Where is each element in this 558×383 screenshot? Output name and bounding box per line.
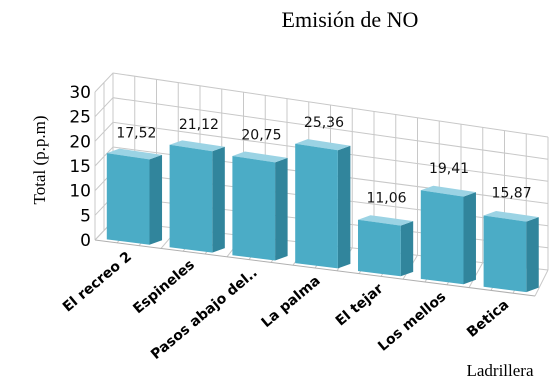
bar-side-face — [275, 157, 288, 261]
bar-front-face — [420, 190, 464, 285]
x-tick-label: El tejar — [333, 281, 387, 330]
bar-7 — [483, 210, 539, 293]
data-label: 17,52 — [116, 125, 156, 141]
bar-top-face — [420, 185, 476, 197]
bar-front-face — [295, 143, 338, 269]
x-axis-title: Ladrillera — [466, 361, 533, 380]
y-tick-label: 0 — [80, 231, 91, 251]
bar-top-face — [232, 151, 288, 163]
bar-5 — [358, 215, 414, 277]
data-label: 19,41 — [429, 161, 469, 177]
floor-front-edge — [94, 239, 536, 297]
chart-bars — [106, 139, 539, 293]
data-label: 25,36 — [304, 115, 344, 131]
data-label: 20,75 — [241, 128, 281, 144]
bar-front-face — [106, 153, 150, 245]
y-tick-label: 5 — [80, 206, 91, 226]
bar-side-face — [400, 221, 414, 277]
y-tick-label: 10 — [69, 182, 91, 202]
bar-side-face — [212, 146, 225, 253]
bar-top-face — [169, 140, 225, 152]
data-label: 11,06 — [366, 190, 406, 206]
data-label: 21,12 — [179, 117, 219, 133]
bar-front-face — [169, 144, 213, 253]
x-tick-label: Betica — [464, 297, 512, 341]
bar-top-face — [295, 139, 351, 151]
bar-front-face — [483, 215, 527, 293]
x-tick-label: Los mellos — [375, 289, 449, 355]
y-axis-title: Total (p.p.m) — [30, 116, 49, 205]
y-axis-ticks: 0 5 10 15 20 25 30 — [69, 83, 91, 251]
bar-side-face — [463, 192, 476, 285]
data-label: 15,87 — [492, 186, 532, 202]
bar-top-face — [106, 148, 163, 160]
y-tick-label: 25 — [69, 108, 91, 128]
y-tick-label: 15 — [69, 157, 91, 177]
bar-2 — [169, 140, 225, 253]
x-tick-label: La palma — [258, 273, 323, 331]
bar-3 — [232, 151, 288, 261]
floor-line — [534, 269, 549, 297]
x-tick-label: El recreo 2 — [60, 249, 135, 316]
x-tick-label: Espineles — [130, 257, 198, 317]
bar-6 — [420, 185, 476, 285]
y-tick-label: 30 — [69, 83, 91, 103]
data-labels: 17,52 21,12 20,75 25,36 11,06 19,41 15,87 — [116, 115, 531, 206]
bar-top-face — [358, 215, 414, 226]
bar-side-face — [149, 154, 163, 245]
bar-1 — [106, 148, 163, 245]
bar-front-face — [232, 156, 276, 261]
bar-side-face — [337, 145, 351, 269]
bar-side-face — [526, 217, 539, 293]
chart-title: Emisión de NO — [282, 7, 419, 32]
bar-front-face — [358, 219, 401, 277]
bar-4 — [295, 139, 351, 269]
bar-top-face — [483, 210, 539, 222]
y-tick-label: 20 — [69, 132, 91, 152]
